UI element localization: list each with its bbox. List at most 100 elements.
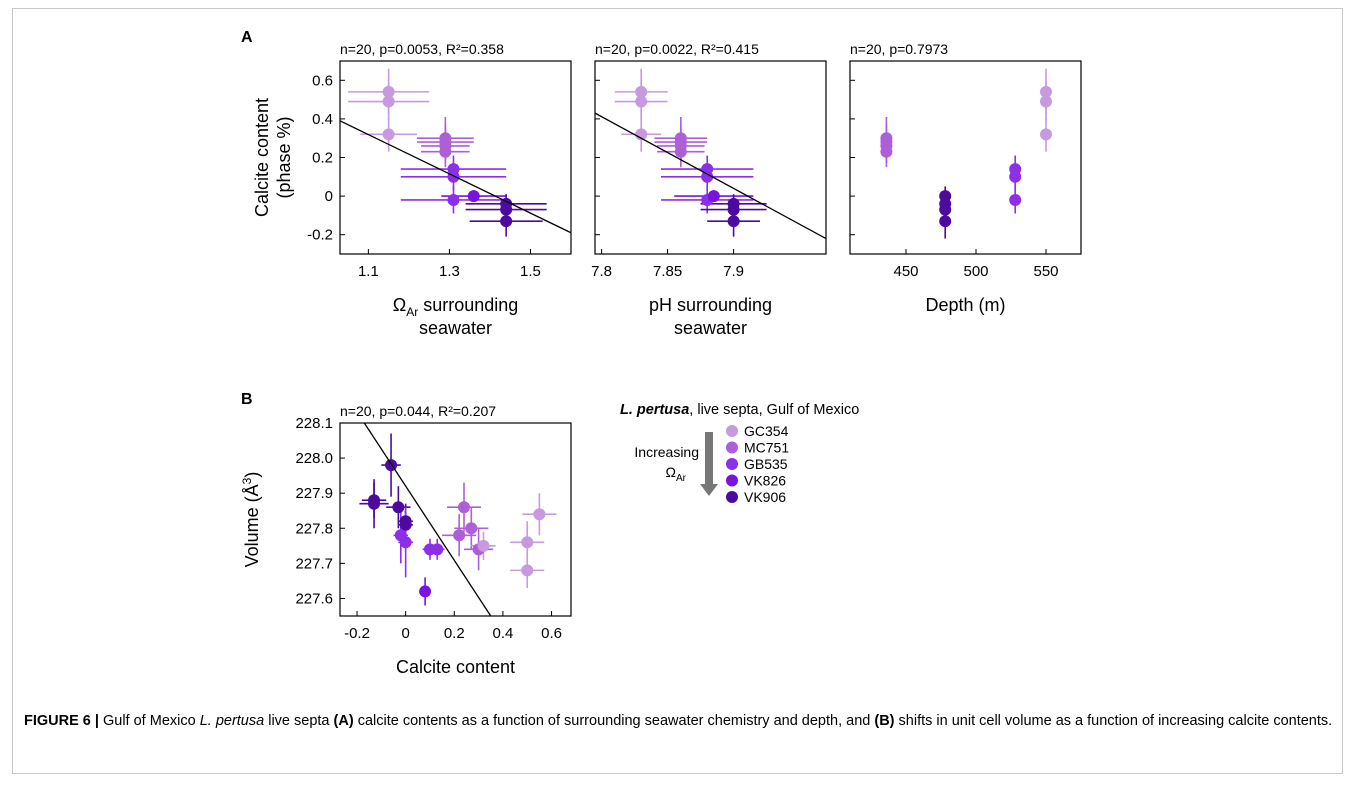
legend-swatch-vk826: [726, 474, 738, 487]
panel-letter-b: B: [241, 391, 253, 408]
plot-frame: [594, 60, 827, 255]
legend-label-mc751: MC751: [744, 440, 789, 456]
data-point: [447, 193, 460, 206]
data-point: [727, 203, 740, 216]
data-point: [465, 522, 478, 535]
legend-label-vk826: VK826: [744, 473, 786, 489]
data-point: [382, 128, 395, 141]
caption-species: L. pertusa: [199, 713, 265, 729]
figure-frame: [12, 8, 1343, 774]
x-tick-label: 450: [893, 263, 918, 280]
data-point: [392, 501, 405, 514]
y-axis-label-main: Volume (Å: [242, 484, 262, 567]
y-axis-label-end: ): [242, 472, 262, 478]
data-point: [419, 585, 432, 598]
data-point: [727, 215, 740, 228]
figure-caption: FIGURE 6 | Gulf of Mexico L. pertusa liv…: [24, 711, 1334, 732]
legend-label-gc354: GC354: [744, 423, 789, 439]
y-axis-label-sup: 3: [240, 477, 254, 484]
legend-label-vk906: VK906: [744, 489, 786, 505]
trend-line: [340, 120, 571, 234]
data-point: [368, 497, 381, 510]
caption-text-4: shifts in unit cell volume as a function…: [894, 713, 1333, 729]
y-tick-label: 227.9: [295, 485, 333, 502]
legend-swatch-vk906: [726, 491, 738, 503]
plot-frame: [339, 60, 572, 255]
data-point: [521, 564, 534, 577]
data-point: [439, 145, 452, 158]
y-tick-label: 227.7: [295, 555, 333, 572]
legend-swatch-gb535: [726, 458, 738, 470]
x-tick-label: 7.85: [653, 263, 682, 280]
y-tick-label: 0.2: [312, 150, 333, 167]
legend-arrow-head: [700, 484, 718, 496]
x-tick-label: 550: [1033, 263, 1058, 280]
data-point: [1040, 85, 1052, 98]
legend-swatch-mc751: [726, 441, 738, 454]
y-tick-label: 228.0: [295, 450, 333, 467]
x-axis-label-line2: seawater: [674, 318, 747, 338]
trend-line: [595, 112, 826, 240]
caption-a: (A): [333, 713, 354, 729]
x-tick-label: 0: [401, 625, 409, 642]
caption-text-3: calcite contents as a function of surrou…: [353, 713, 875, 729]
x-axis-label: pH surrounding: [649, 295, 772, 315]
x-axis-label-rest: surrounding: [418, 295, 518, 315]
data-point: [707, 190, 720, 203]
figure-canvas: A B n=20, p=0.0053, R²=0.358 1.1 1.3 1.5 -0.…: [240, 29, 1082, 677]
data-point: [500, 215, 513, 228]
y-tick-label: 227.6: [295, 590, 333, 607]
data-point: [458, 501, 471, 514]
y-tick-label: 0.6: [312, 72, 333, 89]
y-tick-label: -0.2: [307, 227, 333, 244]
data-layer: [340, 68, 571, 237]
data-point: [453, 529, 466, 542]
y-tick-label: 228.1: [295, 415, 333, 432]
x-axis-label: ΩAr surrounding: [393, 295, 519, 319]
x-axis-label-sub: Ar: [406, 305, 418, 319]
panel-letter-a: A: [241, 29, 253, 46]
plot-1: n=20, p=0.0053, R²=0.358 1.1 1.3 1.5 -0.2 0 0.…: [252, 41, 572, 338]
data-point: [701, 170, 714, 183]
data-layer: [595, 68, 826, 240]
data-point: [399, 518, 412, 531]
data-point: [521, 536, 534, 549]
caption-text-1: Gulf of Mexico: [98, 713, 200, 729]
trend-line: [363, 423, 492, 616]
plot-4: n=20, p=0.044, R²=0.207 -0.2 0 0.2 0.4 0.6 227…: [240, 403, 572, 677]
data-point: [447, 170, 460, 183]
data-point: [1040, 128, 1052, 141]
y-axis-label-line1: Calcite content: [252, 98, 272, 217]
data-point: [1040, 95, 1052, 108]
data-point: [1009, 170, 1022, 183]
caption-text-2: live septa: [264, 713, 334, 729]
x-tick-label: 1.5: [520, 263, 541, 280]
y-tick-label: 0: [325, 188, 333, 205]
x-tick-label: 500: [963, 263, 988, 280]
y-tick-label: 227.8: [295, 520, 333, 537]
y-axis-label: Calcite content (phase %): [252, 98, 294, 217]
plot-stats: n=20, p=0.7973: [850, 41, 948, 57]
x-tick-label: 0.4: [492, 625, 513, 642]
plot-frame: [339, 422, 572, 617]
x-tick-label: 1.1: [358, 263, 379, 280]
legend-swatch-gc354: [726, 425, 738, 437]
legend-arrow-shaft: [705, 432, 713, 484]
y-axis-label-line2: (phase %): [274, 116, 294, 198]
legend-title-rest: , live septa, Gulf of Mexico: [689, 402, 859, 418]
data-point: [477, 539, 490, 552]
data-point: [880, 145, 893, 158]
plot-2: n=20, p=0.0022, R²=0.415 7.8 7.85 7.9 pH sur…: [591, 41, 827, 338]
legend-arrow-label-1: Increasing: [634, 444, 699, 460]
y-axis-label: Volume (Å3): [240, 472, 262, 568]
caption-label: FIGURE 6 |: [24, 713, 99, 729]
x-axis-label-line2: seawater: [419, 318, 492, 338]
x-tick-label: 7.8: [591, 263, 612, 280]
caption-b: (B): [874, 713, 895, 729]
x-tick-label: -0.2: [344, 625, 370, 642]
data-point: [533, 508, 546, 521]
plot-stats: n=20, p=0.044, R²=0.207: [340, 403, 496, 419]
legend-arrow-label-2: ΩAr: [666, 464, 687, 484]
x-tick-label: 7.9: [723, 263, 744, 280]
legend-arrow-omega: Ω: [666, 464, 676, 480]
